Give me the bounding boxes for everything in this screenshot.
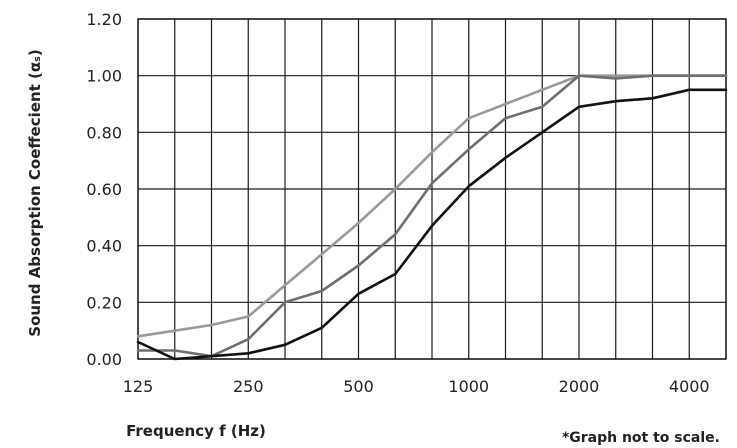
scale-note: *Graph not to scale. <box>562 430 720 446</box>
y-axis-ticks: 0.00 0.20 0.40 0.60 0.80 1.00 1.20 <box>86 10 122 369</box>
x-tick-label: 4000 <box>669 377 710 396</box>
y-tick-label: 0.40 <box>86 237 122 256</box>
x-tick-label: 1000 <box>448 377 489 396</box>
y-tick-label: 1.00 <box>86 67 122 86</box>
y-tick-label: 0.20 <box>86 293 122 312</box>
x-axis-ticks: 125 250 500 1000 2000 4000 <box>123 377 710 396</box>
y-axis-label: Sound Absorption Coeffecient (αₛ) <box>26 49 44 336</box>
x-tick-label: 250 <box>233 377 264 396</box>
y-tick-label: 0.00 <box>86 350 122 369</box>
x-tick-label: 2000 <box>559 377 600 396</box>
plot-frame <box>137 18 727 360</box>
series-line-1 <box>136 74 728 338</box>
x-axis-label: Frequency f (Hz) <box>126 422 266 440</box>
series-line-2 <box>136 74 728 358</box>
y-tick-label: 0.80 <box>86 123 122 142</box>
series-lines <box>136 74 728 361</box>
series-line-3 <box>136 88 728 361</box>
x-tick-label: 125 <box>123 377 154 396</box>
x-tick-label: 500 <box>343 377 374 396</box>
y-tick-label: 1.20 <box>86 10 122 29</box>
y-tick-label: 0.60 <box>86 180 122 199</box>
grid <box>137 18 727 360</box>
